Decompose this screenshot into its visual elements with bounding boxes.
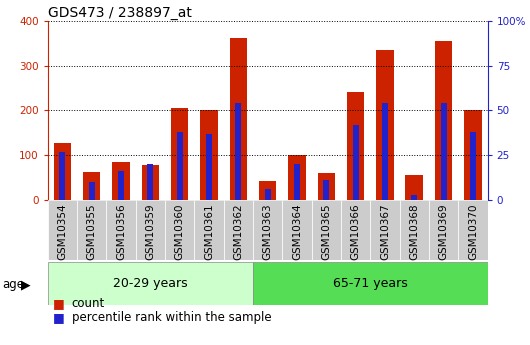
Bar [195, 200, 224, 260]
Bar [176, 132, 183, 200]
Text: ■: ■ [53, 311, 65, 324]
Text: GSM10354: GSM10354 [57, 203, 67, 260]
Bar [464, 110, 482, 200]
Text: GSM10356: GSM10356 [116, 203, 126, 260]
Bar [470, 132, 476, 200]
Bar [440, 103, 447, 200]
Bar [264, 189, 271, 200]
Bar [48, 200, 77, 260]
Bar [282, 200, 312, 260]
Bar [147, 164, 153, 200]
Text: 20-29 years: 20-29 years [113, 277, 188, 290]
Bar [165, 200, 195, 260]
Bar [229, 38, 247, 200]
Bar [48, 262, 253, 305]
Text: GSM10367: GSM10367 [380, 203, 390, 260]
Bar [118, 171, 124, 200]
Text: age: age [3, 278, 25, 291]
Text: GSM10355: GSM10355 [87, 203, 96, 260]
Bar [405, 175, 423, 200]
Text: GSM10362: GSM10362 [233, 203, 243, 260]
Text: count: count [72, 297, 105, 310]
Bar [435, 41, 453, 200]
Text: GSM10364: GSM10364 [292, 203, 302, 260]
Bar [382, 103, 388, 200]
Text: GSM10363: GSM10363 [263, 203, 272, 260]
Text: GSM10365: GSM10365 [321, 203, 331, 260]
Text: GSM10360: GSM10360 [175, 203, 184, 260]
Bar [312, 200, 341, 260]
Bar [259, 181, 277, 200]
Bar [253, 262, 488, 305]
Bar [411, 195, 417, 200]
Bar [224, 200, 253, 260]
Bar [206, 134, 212, 200]
Bar [429, 200, 458, 260]
Bar [352, 125, 359, 200]
Bar [376, 50, 394, 200]
Bar [107, 200, 136, 260]
Text: GSM10370: GSM10370 [468, 203, 478, 260]
Text: GSM10366: GSM10366 [351, 203, 360, 260]
Bar [59, 152, 65, 200]
Text: ■: ■ [53, 297, 65, 310]
Bar [400, 200, 429, 260]
Bar [77, 200, 107, 260]
Text: ▶: ▶ [21, 278, 30, 291]
Bar [54, 143, 71, 200]
Text: GSM10369: GSM10369 [439, 203, 448, 260]
Bar [171, 108, 189, 200]
Bar [83, 172, 101, 200]
Bar [136, 200, 165, 260]
Bar [89, 182, 95, 200]
Bar [200, 110, 218, 200]
Text: GDS473 / 238897_at: GDS473 / 238897_at [48, 6, 191, 20]
Bar [341, 200, 370, 260]
Text: percentile rank within the sample: percentile rank within the sample [72, 311, 271, 324]
Bar [294, 164, 300, 200]
Text: GSM10361: GSM10361 [204, 203, 214, 260]
Bar [317, 173, 335, 200]
Text: 65-71 years: 65-71 years [333, 277, 408, 290]
Bar [235, 103, 241, 200]
Bar [370, 200, 400, 260]
Bar [142, 165, 159, 200]
Bar [347, 92, 365, 200]
Bar [323, 180, 329, 200]
Text: GSM10359: GSM10359 [145, 203, 155, 260]
Bar [253, 200, 282, 260]
Bar [458, 200, 488, 260]
Bar [112, 162, 130, 200]
Text: GSM10368: GSM10368 [409, 203, 419, 260]
Bar [288, 155, 306, 200]
